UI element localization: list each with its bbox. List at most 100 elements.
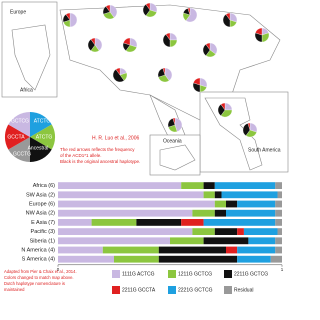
y-tick-label: Africa (6) — [33, 183, 55, 189]
bar-segment — [243, 228, 278, 235]
bar-segment — [58, 182, 182, 189]
x-tick-label: 0 — [57, 267, 60, 272]
bar-segment — [221, 191, 278, 199]
bar-segment — [214, 200, 226, 208]
legend-pie-label: ATCTG — [36, 134, 53, 140]
bar-segment — [102, 246, 159, 254]
bar-segment — [277, 228, 282, 235]
caption: maintained — [4, 287, 25, 292]
legend-pie-label: GCCTG — [13, 151, 31, 157]
legend-pie-label: GCTCG — [11, 118, 29, 124]
pie-slice — [205, 42, 211, 51]
bar-segment — [192, 209, 215, 217]
bar-segment — [170, 237, 204, 245]
pie-slice — [65, 12, 71, 21]
legend-swatch — [112, 270, 120, 278]
y-tick-label: Europe (6) — [29, 201, 55, 207]
legend-swatch — [168, 270, 176, 278]
pie-slice — [123, 37, 131, 46]
figure: Europe Africa South America Oceania H. R… — [1, 1, 289, 294]
pie-slice — [105, 4, 111, 13]
legend-label: 1211G GCTCG — [178, 271, 212, 277]
bar-segment — [114, 255, 159, 263]
bar-segment — [203, 182, 215, 189]
y-tick-label: Siberia (1) — [30, 238, 56, 244]
legend-label: 2221G GCTCG — [178, 287, 213, 293]
legend-label: Residual — [234, 287, 253, 293]
caption: Adapted from Pier & Chaix et al., 2014. — [4, 269, 77, 274]
pie-slice — [115, 67, 121, 76]
legend-label: 2211G GCTCG — [234, 271, 268, 277]
legend-swatch — [168, 286, 176, 294]
pie-slice — [162, 67, 166, 76]
bar-segment — [58, 200, 215, 208]
legend-pie-label: Ancestral — [28, 145, 49, 151]
note: of the ACD1*1 allele. — [60, 153, 102, 158]
legend-label: 1111G ACTCG — [122, 271, 155, 277]
caption: Dutch haplotype nomenclature is — [4, 281, 65, 286]
region-label: Africa — [20, 87, 33, 93]
pie-slice — [69, 12, 78, 28]
legend-pie — [4, 111, 56, 163]
bar-segment — [214, 182, 276, 189]
pie-slice — [225, 12, 231, 21]
bar-segment — [181, 219, 204, 226]
pie-slice — [193, 77, 201, 86]
bar-segment — [181, 182, 204, 189]
bar-segment — [214, 191, 222, 199]
pie-slice — [187, 7, 191, 16]
bar-segment — [237, 200, 276, 208]
bar-segment — [226, 246, 238, 254]
pie-slice — [255, 27, 263, 36]
bar-segment — [58, 219, 92, 226]
africa — [11, 24, 51, 91]
bar-segment — [91, 219, 137, 226]
pie-slice — [174, 117, 183, 132]
region-label: Europe — [10, 9, 26, 15]
pie-slice — [165, 32, 171, 41]
bar-segment — [58, 191, 204, 199]
y-tick-label: NW Asia (2) — [26, 211, 56, 217]
bar-segment — [58, 255, 114, 263]
americas — [204, 97, 263, 171]
bar-segment — [275, 200, 282, 208]
australia — [159, 144, 196, 171]
y-tick-label: S America (4) — [22, 257, 55, 263]
y-tick-label: N America (4) — [21, 247, 55, 253]
bar-segment — [192, 228, 215, 235]
legend-pie-label: GCCTA — [7, 134, 25, 140]
pie-slice — [172, 117, 176, 126]
bar-segment — [275, 209, 282, 217]
bar-segment — [237, 246, 276, 254]
y-tick-label: Pacific (3) — [31, 229, 56, 235]
bar-segment — [248, 237, 276, 245]
bar-segment — [237, 255, 271, 263]
bar-segment — [203, 237, 249, 245]
bar-segment — [275, 219, 282, 226]
bar-segment — [58, 228, 193, 235]
y-tick-label: E Asia (7) — [31, 220, 55, 226]
bar-segment — [203, 219, 276, 226]
bar-segment — [158, 255, 238, 263]
bar-segment — [58, 237, 170, 245]
note: The red arrows reflects the frequency — [60, 147, 135, 152]
bar-segment — [275, 182, 282, 189]
bar-segment — [275, 237, 282, 245]
legend-swatch — [224, 270, 232, 278]
pie-slice — [185, 7, 198, 23]
pie-slice — [90, 37, 96, 46]
bar-segment — [226, 209, 276, 217]
y-tick-label: SW Asia (2) — [26, 192, 55, 198]
pie-slice — [112, 69, 125, 83]
legend-swatch — [224, 286, 232, 294]
legend-label: 2211G GCCTA — [122, 287, 156, 293]
region-label: Oceania — [163, 138, 182, 144]
caption: Colors changed to match map above. — [4, 275, 74, 280]
bar-segment — [136, 219, 182, 226]
bar-segment — [226, 200, 238, 208]
note: Black is the original ancestral haplotyp… — [60, 159, 140, 164]
bar-segment — [58, 209, 193, 217]
region-label: South America — [248, 147, 281, 153]
pie-slice — [220, 102, 226, 111]
